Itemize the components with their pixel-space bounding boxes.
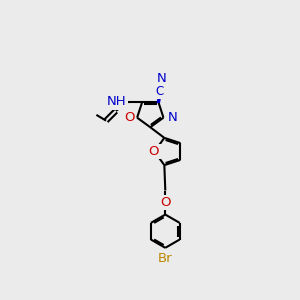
Text: NH: NH — [107, 95, 127, 108]
Text: C: C — [155, 85, 164, 98]
Text: Br: Br — [158, 252, 172, 265]
Text: O: O — [124, 111, 134, 124]
Text: N: N — [157, 72, 167, 85]
Text: O: O — [160, 196, 171, 209]
Text: O: O — [149, 145, 159, 158]
Text: N: N — [168, 111, 177, 124]
